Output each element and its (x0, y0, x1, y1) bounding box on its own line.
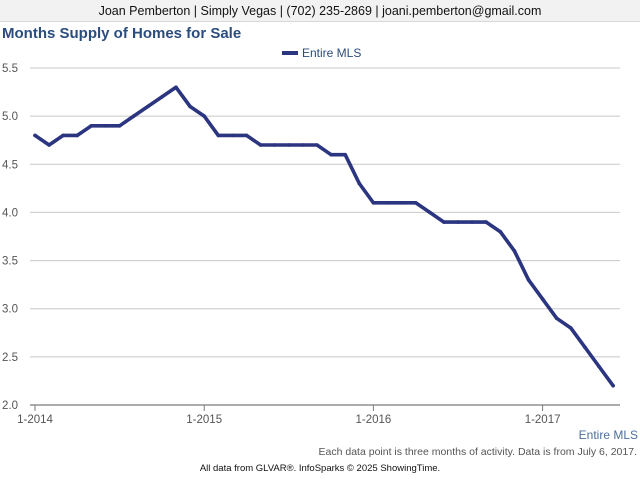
data-point (357, 181, 362, 186)
y-tick-label: 4.0 (2, 207, 18, 219)
series-label: Entire MLS (578, 428, 638, 442)
y-tick-label: 4.5 (2, 159, 18, 171)
data-point (456, 220, 460, 224)
data-point (89, 124, 94, 128)
x-tick-label: 1-2017 (525, 414, 561, 426)
data-point (315, 143, 319, 147)
data-point (117, 124, 122, 128)
data-point (526, 278, 531, 282)
data-point (174, 85, 178, 90)
data-point (33, 133, 37, 138)
source-credit: All data from GLVAR®. InfoSparks © 2025 … (199, 463, 441, 474)
data-point (329, 152, 333, 157)
y-tick-label: 2.5 (2, 352, 18, 364)
data-point (484, 220, 489, 224)
x-tick-label: 1-2016 (355, 414, 391, 426)
data-point (244, 133, 249, 138)
data-point (160, 95, 164, 99)
data-point (103, 124, 108, 128)
y-tick-label: 5.0 (2, 111, 18, 123)
data-point (413, 201, 418, 205)
data-point (216, 133, 221, 138)
data-point (597, 364, 601, 369)
data-point (230, 133, 235, 138)
data-point (399, 201, 404, 205)
chart-title: Months Supply of Homes for Sale (2, 25, 242, 42)
data-point (611, 383, 615, 388)
data-point (258, 143, 263, 147)
y-tick-label: 3.5 (2, 256, 18, 268)
data-point (188, 104, 192, 109)
data-point (569, 326, 573, 330)
legend-swatch (282, 51, 298, 55)
data-point (540, 297, 545, 301)
data-footnote: Each data point is three months of activ… (318, 446, 637, 458)
data-point (61, 133, 65, 138)
contact-header: Joan Pemberton | Simply Vegas | (702) 23… (0, 0, 640, 22)
data-point (343, 152, 348, 157)
contact-line: Joan Pemberton | Simply Vegas | (702) 23… (98, 4, 542, 18)
data-point (428, 210, 432, 215)
data-point (202, 114, 206, 118)
x-tick-label: 1-2014 (17, 414, 53, 426)
data-point (301, 143, 305, 147)
data-point (287, 143, 291, 147)
data-point (131, 114, 136, 118)
data-point (583, 345, 587, 350)
data-point (498, 229, 503, 234)
data-point (146, 104, 150, 109)
data-point (47, 143, 51, 147)
data-point (512, 249, 517, 253)
legend-entry-label: Entire MLS (302, 46, 362, 60)
data-point (470, 220, 474, 224)
data-point (75, 133, 80, 138)
data-point (385, 201, 390, 205)
data-point (371, 201, 376, 205)
data-point (554, 316, 559, 321)
y-tick-label: 2.0 (2, 400, 18, 412)
x-tick-label: 1-2015 (186, 414, 222, 426)
y-tick-label: 3.0 (2, 304, 18, 316)
data-point (442, 220, 446, 224)
chart-legend[interactable]: Entire MLS (282, 45, 361, 61)
series-line-entire-mls (33, 85, 615, 388)
data-point (272, 143, 277, 147)
y-tick-label: 5.5 (2, 63, 18, 75)
